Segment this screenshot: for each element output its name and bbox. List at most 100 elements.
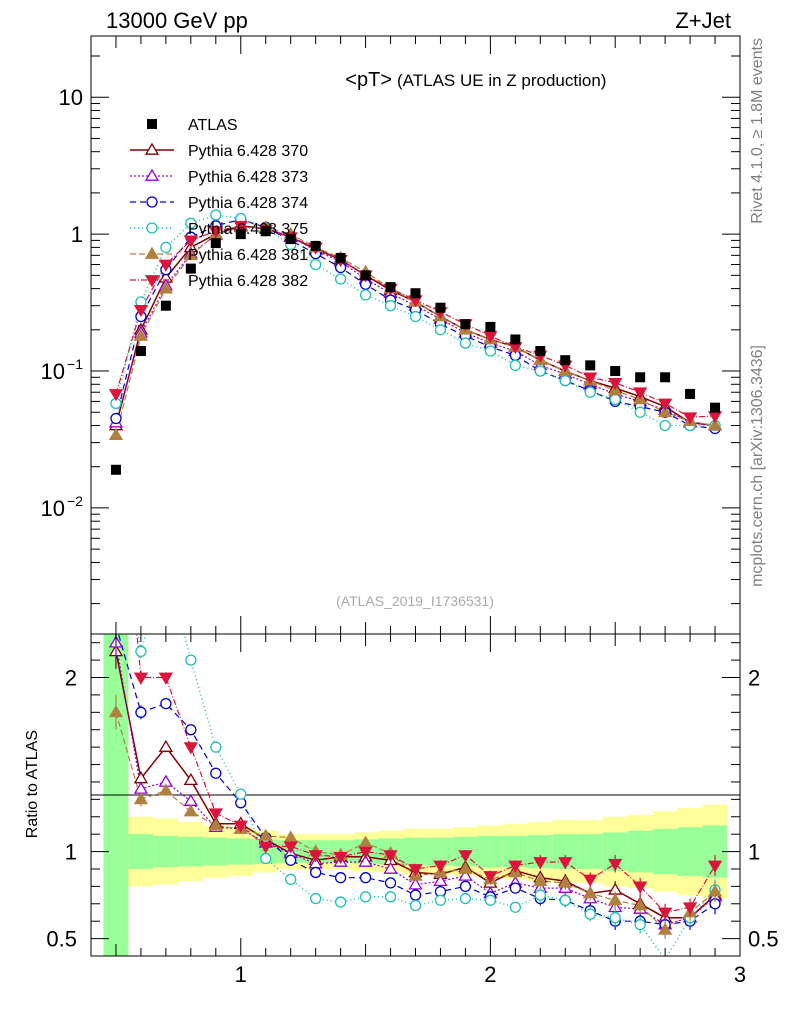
series-point <box>459 337 472 349</box>
inner-band-bin <box>203 837 229 866</box>
ratio-point <box>657 907 673 920</box>
ratio-y-tick-label: 0.5 <box>46 927 77 952</box>
series-point <box>609 393 621 406</box>
series-point <box>584 386 596 398</box>
ratio-point <box>583 886 598 899</box>
atlas-point <box>660 372 671 383</box>
series-point <box>334 273 347 285</box>
ratio-point <box>133 792 149 805</box>
ratio-point <box>458 861 473 874</box>
ratio-point <box>458 868 473 881</box>
series-point <box>158 259 174 272</box>
inner-band-bin <box>153 835 179 868</box>
atlas-point <box>635 372 646 383</box>
ratio-y-axis-label: Ratio to ATLAS <box>24 730 41 838</box>
series-point <box>707 418 723 431</box>
ratio-point <box>383 850 398 863</box>
ratio-point <box>558 857 573 870</box>
ratio-point <box>584 908 596 920</box>
atlas-point <box>385 282 396 293</box>
rivet-version-label: Rivet 4.1.0, ≥ 1.8M events <box>749 38 766 224</box>
series-point <box>183 248 198 261</box>
ratio-y-tick-label-right: 1 <box>748 840 760 865</box>
ratio-point <box>558 875 573 888</box>
ratio-point <box>509 901 521 913</box>
inner-band-bin <box>477 835 503 868</box>
ratio-point <box>633 881 648 894</box>
ratio-point <box>183 793 198 806</box>
atlas-point <box>335 252 346 263</box>
series-point <box>583 372 598 385</box>
series-point <box>133 328 149 341</box>
ratio-point <box>210 767 222 779</box>
ratio-point <box>408 864 423 877</box>
series-point <box>310 258 322 271</box>
header-right: Z+Jet <box>675 8 731 33</box>
legend-label: Pythia 6.428 374 <box>188 195 308 212</box>
ratio-axis-ticks: 0.5 0.5 1 1 2 2 1 2 3 <box>46 634 779 987</box>
ratio-point <box>208 818 223 831</box>
ratio-point <box>310 866 322 879</box>
ratio-panel: 0.5 0.5 1 1 2 2 1 2 3 Ratio to ATLAS <box>24 633 779 987</box>
y-tick-label: 10 <box>41 496 65 521</box>
chart-title-main: <pT> <box>345 69 392 91</box>
inner-band-bin <box>677 827 703 876</box>
atlas-point <box>160 300 171 311</box>
series-point <box>210 209 222 221</box>
atlas-point <box>460 319 471 330</box>
series-point <box>110 412 122 425</box>
analysis-label: (ATLAS_2019_I1736531) <box>336 593 494 609</box>
series-point <box>108 427 124 441</box>
ratio-point <box>707 860 723 873</box>
ratio-point <box>633 898 648 911</box>
ratio-y-tick-label-right: 2 <box>748 666 760 691</box>
ratio-point <box>210 741 222 753</box>
chart-title-sub: (ATLAS UE in Z production) <box>397 71 606 90</box>
inner-band-bin <box>128 834 154 869</box>
atlas-point <box>610 366 621 377</box>
series-point <box>657 398 673 411</box>
ratio-y-tick-label: 2 <box>65 666 77 691</box>
series-point <box>185 217 197 229</box>
ratio-point <box>183 804 198 817</box>
legend-marker <box>146 196 158 208</box>
atlas-point <box>510 334 521 345</box>
y-tick-label: 10 <box>59 85 83 110</box>
ratio-series-markers <box>108 634 723 939</box>
series-point <box>208 226 223 239</box>
legend: ATLAS Pythia 6.428 370 Pythia 6.428 373 Pyt… <box>130 117 308 290</box>
atlas-point <box>310 240 321 251</box>
legend-marker <box>146 222 158 234</box>
atlas-point <box>185 263 196 274</box>
ratio-point <box>608 858 623 872</box>
series-point <box>133 304 149 318</box>
atlas-point <box>135 346 146 357</box>
ratio-point <box>183 742 198 755</box>
legend-label-atlas: ATLAS <box>188 117 238 134</box>
y-tick-exponent: −2 <box>67 493 83 509</box>
atlas-point <box>485 321 496 332</box>
ratio-point <box>334 896 347 908</box>
inner-band-bin <box>577 834 603 869</box>
ratio-point <box>608 893 623 906</box>
ratio-point <box>408 877 423 890</box>
series-point <box>384 300 397 312</box>
ratio-point <box>208 808 223 821</box>
ratio-point <box>285 854 297 866</box>
legend-marker-atlas <box>147 119 157 129</box>
inner-band-bin <box>228 838 254 865</box>
atlas-point <box>360 270 371 281</box>
ratio-point <box>235 788 247 800</box>
legend-label: Pythia 6.428 375 <box>188 221 308 238</box>
inner-band-bin <box>652 828 678 875</box>
y-tick-label: 10 <box>41 359 65 384</box>
ratio-point <box>483 871 498 884</box>
series-point <box>534 365 546 377</box>
atlas-point <box>710 402 721 413</box>
inner-band-bin <box>627 830 653 873</box>
series-point <box>608 377 623 391</box>
ratio-y-tick-label: 1 <box>65 840 77 865</box>
atlas-point <box>210 238 221 249</box>
